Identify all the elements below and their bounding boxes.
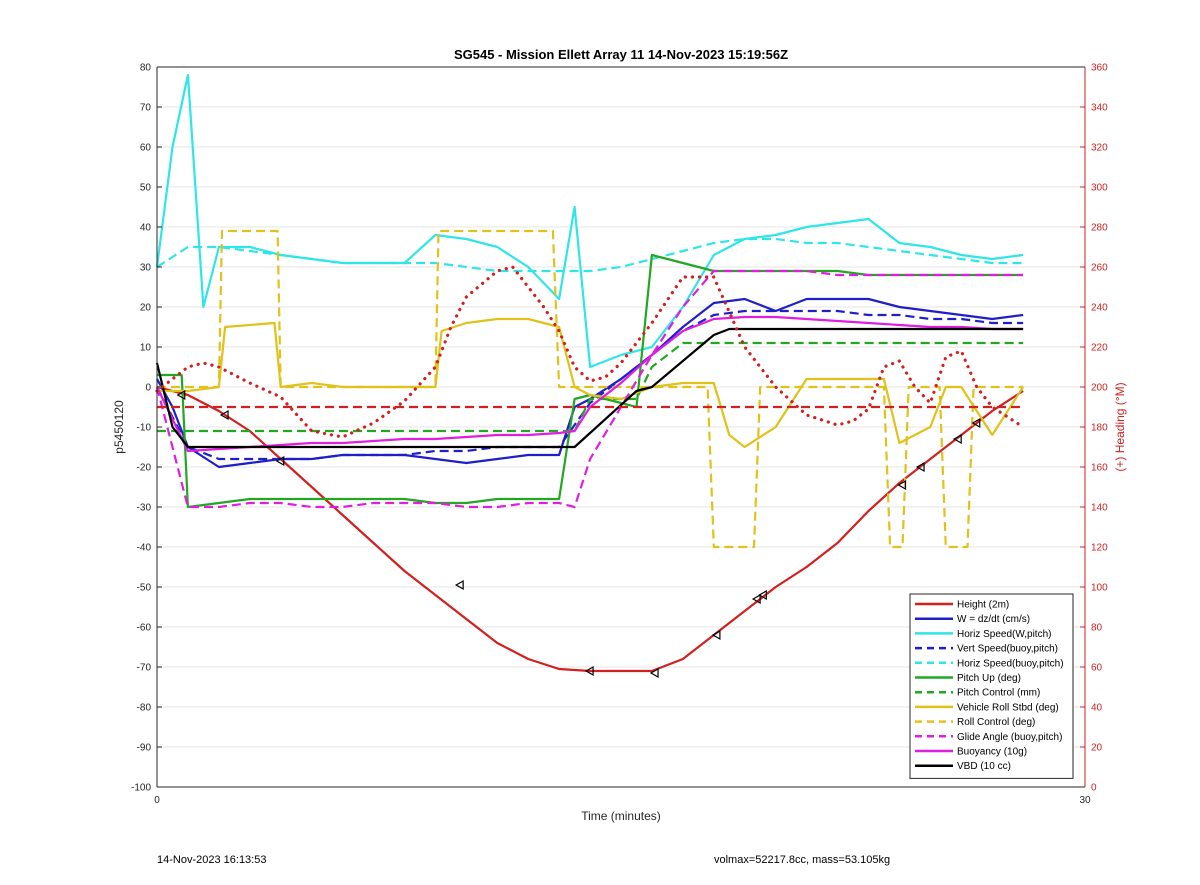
series-line-11 bbox=[155, 327, 1024, 449]
y-right-tick-label: 40 bbox=[1091, 703, 1103, 714]
legend-entry-label: Pitch Control (mm) bbox=[957, 688, 1040, 699]
y-right-tick-label: 260 bbox=[1091, 263, 1108, 274]
height-marker bbox=[758, 589, 767, 601]
legend-entry-label: Roll Control (deg) bbox=[957, 717, 1035, 728]
y-right-tick-label: 80 bbox=[1091, 623, 1103, 634]
y-tick-label: -20 bbox=[137, 463, 152, 474]
height-marker bbox=[897, 479, 907, 491]
series-line-9 bbox=[155, 269, 1024, 509]
series-line-0 bbox=[156, 385, 1024, 673]
height-marker bbox=[751, 593, 761, 605]
y-tick-label: 70 bbox=[140, 103, 152, 114]
height-marker bbox=[176, 389, 186, 401]
y-right-tick-label: 160 bbox=[1091, 463, 1108, 474]
y-tick-label: -70 bbox=[137, 663, 152, 674]
height-marker bbox=[711, 629, 721, 641]
axes: 80706050403020100-10-20-30-40-50-60-70-8… bbox=[131, 63, 1108, 807]
footer-mass-info: volmax=52217.8cc, mass=53.105kg bbox=[714, 854, 891, 866]
series-group bbox=[155, 73, 1025, 679]
y-tick-label: 20 bbox=[140, 303, 152, 314]
footer-timestamp: 14-Nov-2023 16:13:53 bbox=[157, 854, 267, 866]
y-right-tick-label: 320 bbox=[1091, 143, 1108, 154]
y-tick-label: -10 bbox=[137, 423, 152, 434]
y-right-tick-label: 240 bbox=[1091, 303, 1108, 314]
y-tick-label: 0 bbox=[145, 383, 151, 394]
y-right-tick-label: 340 bbox=[1091, 103, 1108, 114]
y-tick-label: 30 bbox=[140, 263, 152, 274]
y-right-tick-label: 220 bbox=[1091, 343, 1108, 354]
x-axis-label: Time (minutes) bbox=[581, 809, 661, 823]
y-right-tick-label: 0 bbox=[1091, 783, 1097, 794]
y-tick-label: 50 bbox=[140, 183, 152, 194]
height-marker bbox=[649, 667, 659, 679]
legend-entry-label: Buoyancy (10g) bbox=[957, 747, 1027, 758]
series-line-5 bbox=[157, 253, 1024, 509]
grid bbox=[157, 66, 1085, 788]
height-marker bbox=[584, 665, 594, 677]
y-right-tick-label: 60 bbox=[1091, 663, 1103, 674]
y-right-tick-label: 100 bbox=[1091, 583, 1108, 594]
series-line-3 bbox=[156, 309, 1024, 461]
y-tick-label: 60 bbox=[140, 143, 152, 154]
y-right-tick-label: 300 bbox=[1091, 183, 1108, 194]
y-right-tick-label: 140 bbox=[1091, 503, 1108, 514]
x-tick-label: 30 bbox=[1079, 795, 1091, 806]
y-axis-label: p5450120 bbox=[112, 400, 126, 454]
y-right-tick-label: 20 bbox=[1091, 743, 1103, 754]
legend: Height (2m) W = dz/dt (cm/s) Horiz Speed(W… bbox=[909, 593, 1074, 779]
y-axis-right-label: (+) Heading (°M) bbox=[1113, 382, 1127, 471]
legend-entry-label: Horiz Speed(W,pitch) bbox=[957, 629, 1051, 640]
y-tick-label: -80 bbox=[137, 703, 152, 714]
y-right-tick-label: 360 bbox=[1091, 63, 1108, 74]
height-marker bbox=[454, 579, 464, 591]
legend-entry-label: Horiz Speed(buoy,pitch) bbox=[957, 658, 1064, 669]
y-tick-label: -50 bbox=[137, 583, 152, 594]
legend-entry-label: Vert Speed(buoy,pitch) bbox=[957, 644, 1058, 655]
legend-entry-label: VBD (10 cc) bbox=[957, 761, 1011, 772]
y-right-tick-label: 200 bbox=[1091, 383, 1108, 394]
y-tick-label: -40 bbox=[137, 543, 152, 554]
y-tick-label: -60 bbox=[137, 623, 152, 634]
y-right-tick-label: 180 bbox=[1091, 423, 1108, 434]
series-line-2 bbox=[155, 73, 1024, 369]
y-tick-label: 80 bbox=[140, 63, 152, 74]
legend-entry-label: Pitch Up (deg) bbox=[957, 673, 1021, 684]
legend-box bbox=[909, 593, 1074, 779]
series-line-8 bbox=[157, 229, 1024, 549]
y-tick-label: -100 bbox=[131, 783, 151, 794]
y-tick-label: 40 bbox=[140, 223, 152, 234]
y-tick-label: 10 bbox=[140, 343, 152, 354]
series-line-7 bbox=[157, 317, 1025, 449]
legend-entry-label: Height (2m) bbox=[957, 600, 1009, 611]
height-marker bbox=[971, 417, 981, 429]
legend-entry-label: Glide Angle (buoy,pitch) bbox=[957, 732, 1062, 743]
height-marker bbox=[952, 433, 962, 445]
height-marker bbox=[915, 461, 925, 473]
y-right-tick-label: 120 bbox=[1091, 543, 1108, 554]
legend-entry-label: W = dz/dt (cm/s) bbox=[957, 614, 1030, 625]
y-tick-label: -90 bbox=[137, 743, 152, 754]
series-line-10 bbox=[156, 315, 1024, 453]
height-marker bbox=[219, 409, 229, 421]
chart-title: SG545 - Mission Ellett Array 11 14-Nov-2… bbox=[454, 47, 788, 62]
series-line-4 bbox=[156, 237, 1024, 273]
y-tick-label: -30 bbox=[137, 503, 152, 514]
height-marker bbox=[275, 455, 285, 467]
series-line-13 bbox=[155, 265, 1025, 439]
y-right-tick-label: 280 bbox=[1091, 223, 1108, 234]
x-tick-label: 0 bbox=[154, 795, 160, 806]
legend-entry-label: Vehicle Roll Stbd (deg) bbox=[957, 702, 1059, 713]
